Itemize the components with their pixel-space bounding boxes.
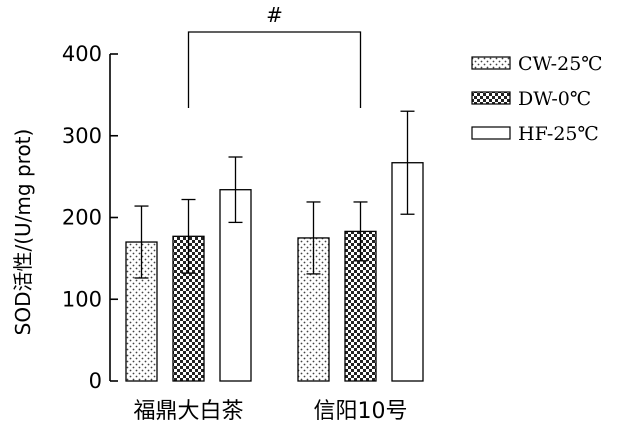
category-label-0: 福鼎大白茶 [133, 399, 243, 424]
sig-label-0: # [266, 3, 283, 27]
significance-bracket: # [187, 3, 362, 108]
legend-swatch-1 [471, 91, 511, 105]
y-tick-label-1: 100 [62, 287, 102, 311]
category-label-1: 信阳10号 [314, 399, 408, 424]
legend-swatch-0 [471, 56, 511, 70]
legend-label-2: HF-25℃ [518, 123, 599, 145]
y-axis: 0 100 200 300 400 [62, 42, 118, 393]
legend-swatch-2 [471, 126, 511, 140]
legend: CW-25℃ DW-0℃ HF-25℃ [471, 53, 603, 145]
legend-label-0: CW-25℃ [518, 53, 603, 75]
error-bars [134, 110, 415, 279]
category-labels: 福鼎大白茶 信阳10号 [133, 399, 407, 424]
legend-label-1: DW-0℃ [518, 88, 591, 110]
bars [125, 162, 424, 382]
y-tick-label-2: 200 [62, 206, 102, 230]
y-axis-label: SOD活性/(U/mg prot) [11, 129, 35, 336]
sig-bracket-line-0 [187, 31, 362, 108]
y-tick-label-3: 300 [62, 124, 102, 148]
y-tick-label-4: 400 [62, 42, 102, 66]
y-tick-label-0: 0 [89, 369, 102, 393]
